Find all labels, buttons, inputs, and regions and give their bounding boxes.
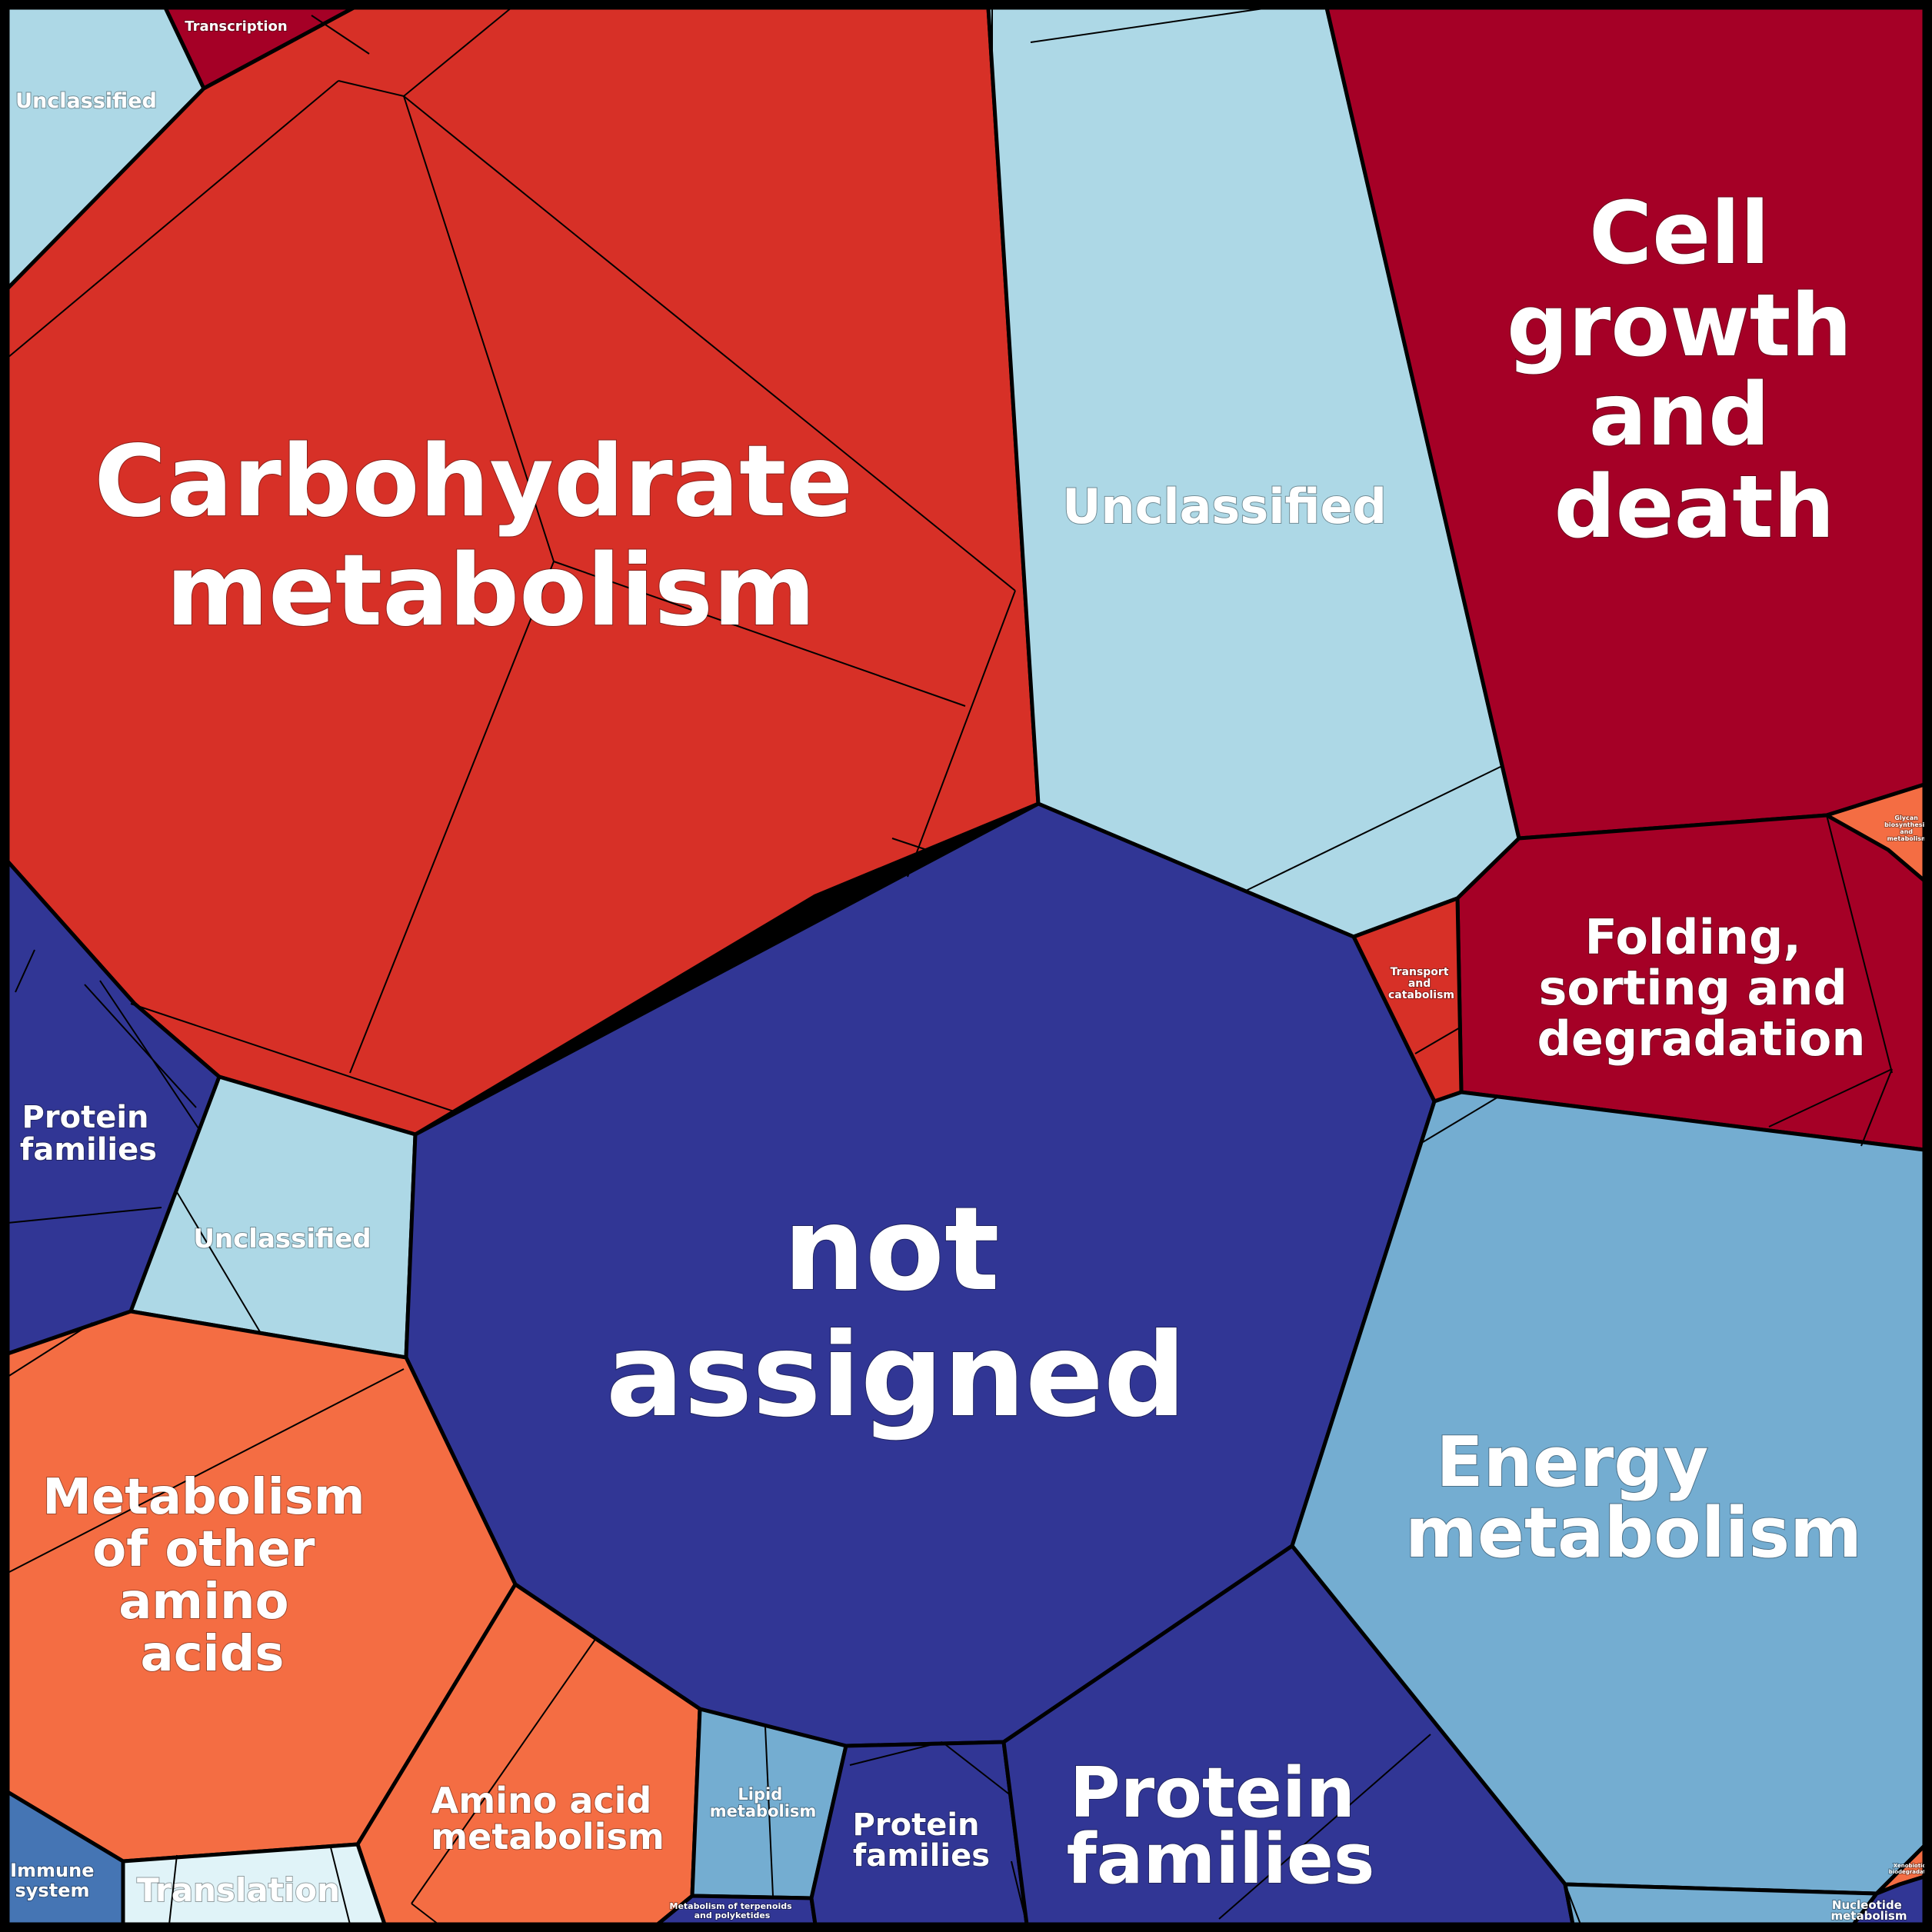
label-carbohydrate-metabolism: Carbohydrate metabolism <box>94 425 887 648</box>
label-unclassified-left: Unclassified <box>193 1224 371 1254</box>
label-protein-families-left: Protein families <box>20 1100 160 1168</box>
label-cell-growth-and-death: Cell growth and death <box>1507 184 1882 558</box>
label-translation: Translation <box>137 1871 340 1909</box>
label-immune-system: Immune system <box>10 1860 101 1901</box>
label-metabolism-of-other-amino-acids: Metabolism of other amino acids <box>42 1469 382 1683</box>
label-unclassified-top-left: Unclassified <box>15 89 157 113</box>
subdivision-lines <box>7 7 1893 1925</box>
label-glycan-biosynthesis: Glycan biosynthesis and metabolism <box>1884 814 1930 842</box>
label-transport-and-catabolism: Transport and catabolism <box>1388 966 1454 1001</box>
label-not-assigned: not assigned <box>606 1183 1186 1443</box>
label-transcription: Transcription <box>185 18 287 35</box>
label-protein-families-small: Protein families <box>853 1807 991 1874</box>
label-amino-acid-metabolism: Amino acid metabolism <box>431 1780 665 1857</box>
label-protein-families-big: Protein families <box>1067 1753 1380 1900</box>
label-nucleotide-metabolism: Nucleotide metabolism <box>1831 1898 1907 1923</box>
label-lipid-metabolism: Lipid metabolism <box>710 1785 817 1820</box>
label-energy-metabolism: Energy metabolism <box>1405 1422 1862 1574</box>
label-terpenoids-polyketides: Metabolism of terpenoids and polyketides <box>670 1901 795 1920</box>
cell-energy-bottom[interactable] <box>1563 1882 1879 1927</box>
label-folding-sorting-degradation: Folding, sorting and degradation <box>1537 909 1865 1067</box>
label-unclassified-top: Unclassified <box>1062 478 1387 535</box>
label-xenobiotics-biodegradation: Xenobiotics biodegradation <box>1889 1863 1932 1875</box>
